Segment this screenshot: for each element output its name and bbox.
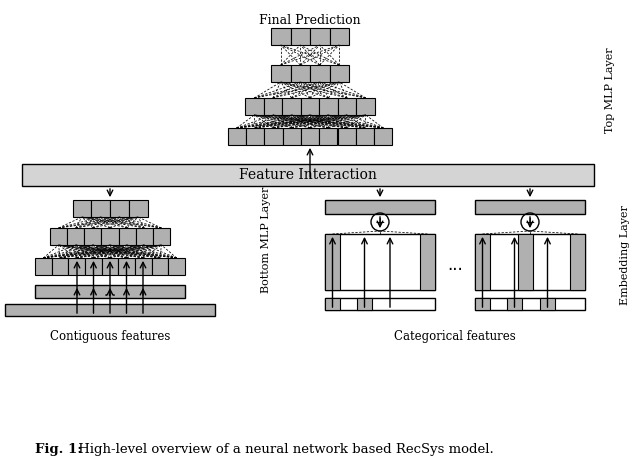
Bar [330, 28, 349, 45]
Bar [475, 234, 490, 290]
Bar [102, 258, 118, 275]
Bar [337, 128, 356, 145]
Bar [301, 128, 319, 145]
Text: Feature Interaction: Feature Interaction [239, 168, 377, 182]
Bar [475, 200, 585, 214]
Bar [67, 228, 84, 245]
Bar [168, 258, 185, 275]
Bar [356, 128, 374, 145]
Bar [325, 234, 435, 290]
Bar [319, 98, 338, 115]
Bar [319, 128, 337, 145]
Bar [101, 228, 118, 245]
Bar [475, 298, 490, 310]
Bar [22, 164, 594, 186]
Bar [325, 200, 435, 214]
Bar [118, 258, 135, 275]
Bar [540, 298, 555, 310]
Bar [475, 234, 585, 290]
Bar [282, 98, 301, 115]
Bar [5, 304, 215, 316]
Bar [325, 234, 340, 290]
Text: Fig. 1:: Fig. 1: [35, 444, 83, 456]
Text: Bottom MLP Layer: Bottom MLP Layer [261, 187, 271, 293]
Bar [227, 128, 246, 145]
Bar [507, 298, 522, 310]
Text: Top MLP Layer: Top MLP Layer [605, 47, 615, 133]
Bar [52, 258, 68, 275]
Bar [110, 200, 129, 217]
Bar [291, 65, 310, 82]
Text: Categorical features: Categorical features [394, 330, 516, 343]
Bar [271, 65, 291, 82]
Bar [245, 98, 264, 115]
Bar [310, 65, 330, 82]
Bar [338, 98, 356, 115]
Bar [330, 65, 349, 82]
Bar [129, 200, 147, 217]
Bar [135, 258, 152, 275]
Bar [153, 228, 170, 245]
Bar [301, 98, 319, 115]
Bar [92, 200, 110, 217]
Bar [310, 28, 330, 45]
Text: +: + [374, 215, 385, 229]
Bar [570, 234, 585, 290]
Bar [85, 258, 102, 275]
Bar [282, 128, 301, 145]
Bar [518, 234, 532, 290]
Text: High-level overview of a neural network based RecSys model.: High-level overview of a neural network … [74, 444, 493, 456]
Bar [35, 285, 185, 298]
Bar [118, 228, 136, 245]
Bar [152, 258, 168, 275]
Bar [246, 128, 264, 145]
Bar [50, 228, 67, 245]
Text: ...: ... [104, 285, 116, 299]
Bar [264, 128, 282, 145]
Bar [84, 228, 101, 245]
Text: Contiguous features: Contiguous features [50, 330, 170, 343]
Text: +: + [525, 215, 535, 229]
Bar [72, 200, 92, 217]
Bar [357, 298, 372, 310]
Bar [325, 298, 435, 310]
Bar [271, 28, 291, 45]
Bar [264, 98, 282, 115]
Bar [325, 298, 340, 310]
Bar [291, 28, 310, 45]
Text: Final Prediction: Final Prediction [259, 14, 361, 27]
Text: ...: ... [447, 256, 463, 274]
Bar [475, 298, 585, 310]
Bar [420, 234, 435, 290]
Bar [356, 98, 375, 115]
Text: Embedding Layer: Embedding Layer [620, 205, 630, 305]
Bar [68, 258, 85, 275]
Bar [35, 258, 52, 275]
Bar [136, 228, 153, 245]
Bar [374, 128, 392, 145]
